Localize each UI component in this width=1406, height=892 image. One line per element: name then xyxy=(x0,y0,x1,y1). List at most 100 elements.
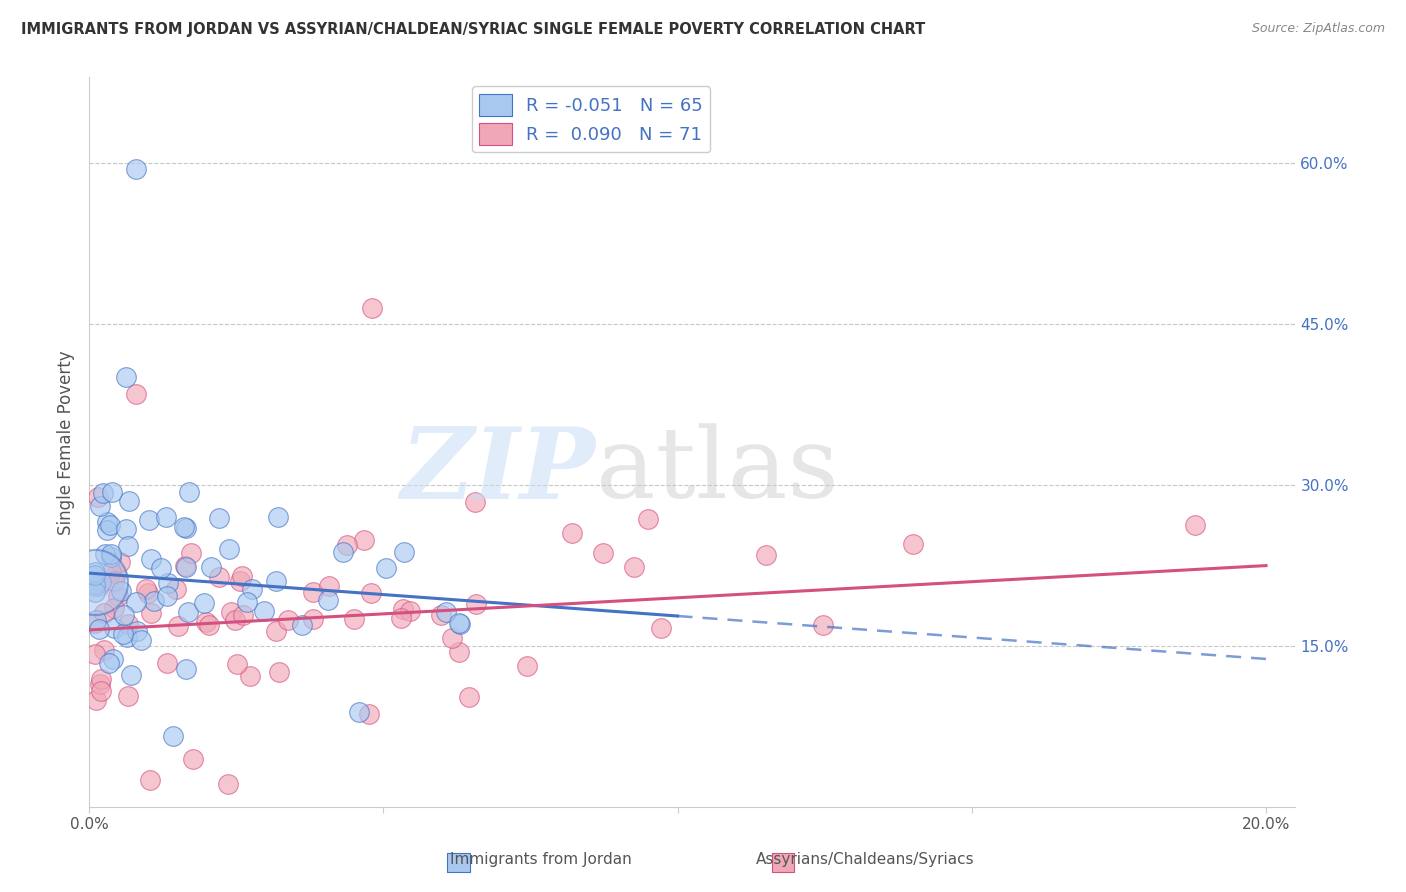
Point xyxy=(101,485,124,500)
Point xyxy=(129,633,152,648)
Point xyxy=(650,621,672,635)
Point xyxy=(318,579,340,593)
Point xyxy=(253,604,276,618)
Point xyxy=(516,659,538,673)
Point xyxy=(264,624,287,639)
Point xyxy=(332,545,354,559)
Point xyxy=(87,579,110,593)
Point xyxy=(155,510,177,524)
Point xyxy=(173,558,195,573)
Point xyxy=(240,582,263,596)
Point xyxy=(208,510,231,524)
Point xyxy=(93,606,115,620)
Point xyxy=(84,577,107,591)
Point xyxy=(343,612,366,626)
Point xyxy=(458,690,481,704)
Point xyxy=(218,541,240,556)
Point xyxy=(96,523,118,537)
Point xyxy=(392,602,415,616)
Point xyxy=(637,512,659,526)
Text: atlas: atlas xyxy=(596,424,838,519)
Point xyxy=(103,621,125,635)
Point xyxy=(226,657,249,672)
Point xyxy=(97,656,120,670)
Point xyxy=(110,583,132,598)
Point xyxy=(179,485,201,500)
Point xyxy=(176,662,198,676)
Text: IMMIGRANTS FROM JORDAN VS ASSYRIAN/CHALDEAN/SYRIAC SINGLE FEMALE POVERTY CORRELA: IMMIGRANTS FROM JORDAN VS ASSYRIAN/CHALD… xyxy=(21,22,925,37)
Point xyxy=(120,668,142,682)
Text: Source: ZipAtlas.com: Source: ZipAtlas.com xyxy=(1251,22,1385,36)
Point xyxy=(117,630,139,644)
Point xyxy=(103,574,125,588)
Point xyxy=(100,550,122,565)
Point xyxy=(138,513,160,527)
Point xyxy=(112,607,135,622)
Legend: R = -0.051   N = 65, R =  0.090   N = 71: R = -0.051 N = 65, R = 0.090 N = 71 xyxy=(472,87,710,153)
Point xyxy=(301,584,323,599)
Point xyxy=(105,567,128,582)
Point xyxy=(302,612,325,626)
Point xyxy=(360,301,382,315)
Point xyxy=(90,683,112,698)
Point xyxy=(127,624,149,638)
Point xyxy=(165,582,187,596)
Point xyxy=(167,618,190,632)
Point xyxy=(464,495,486,509)
Point xyxy=(100,565,122,579)
Point xyxy=(353,533,375,547)
Point xyxy=(141,606,163,620)
Point xyxy=(91,486,114,500)
Point xyxy=(755,548,778,562)
Point xyxy=(156,589,179,603)
Point xyxy=(103,601,125,615)
Point xyxy=(162,729,184,743)
Point xyxy=(180,546,202,560)
Point xyxy=(84,579,107,593)
Point xyxy=(434,605,457,619)
Point xyxy=(142,594,165,608)
Point xyxy=(173,519,195,533)
Point xyxy=(399,604,422,618)
Point xyxy=(114,522,136,536)
Point xyxy=(84,693,107,707)
Point xyxy=(177,605,200,619)
Point xyxy=(264,574,287,588)
Point xyxy=(84,613,107,627)
Point xyxy=(200,559,222,574)
Point xyxy=(359,706,381,721)
Text: ZIP: ZIP xyxy=(401,423,596,520)
Point xyxy=(89,499,111,513)
Point xyxy=(217,777,239,791)
Point xyxy=(901,537,924,551)
Point xyxy=(813,617,835,632)
Point xyxy=(156,576,179,591)
Point xyxy=(623,560,645,574)
Point xyxy=(117,616,139,631)
Point xyxy=(150,561,173,575)
Point xyxy=(193,596,215,610)
Point xyxy=(84,584,107,599)
Point xyxy=(229,574,252,589)
Point xyxy=(125,161,148,176)
Point xyxy=(269,665,291,679)
Point xyxy=(135,582,157,596)
Point xyxy=(125,387,148,401)
Point xyxy=(174,560,197,574)
Point xyxy=(316,593,339,607)
Point xyxy=(101,651,124,665)
Point xyxy=(117,493,139,508)
Point xyxy=(156,656,179,670)
Point xyxy=(100,547,122,561)
Point xyxy=(136,586,159,600)
Point xyxy=(84,567,107,582)
Point xyxy=(336,537,359,551)
Point xyxy=(111,627,134,641)
Point xyxy=(139,552,162,566)
Point xyxy=(114,369,136,384)
Point xyxy=(87,623,110,637)
Point xyxy=(1184,517,1206,532)
Point xyxy=(90,673,112,687)
Point xyxy=(441,631,464,645)
Point xyxy=(87,491,110,505)
